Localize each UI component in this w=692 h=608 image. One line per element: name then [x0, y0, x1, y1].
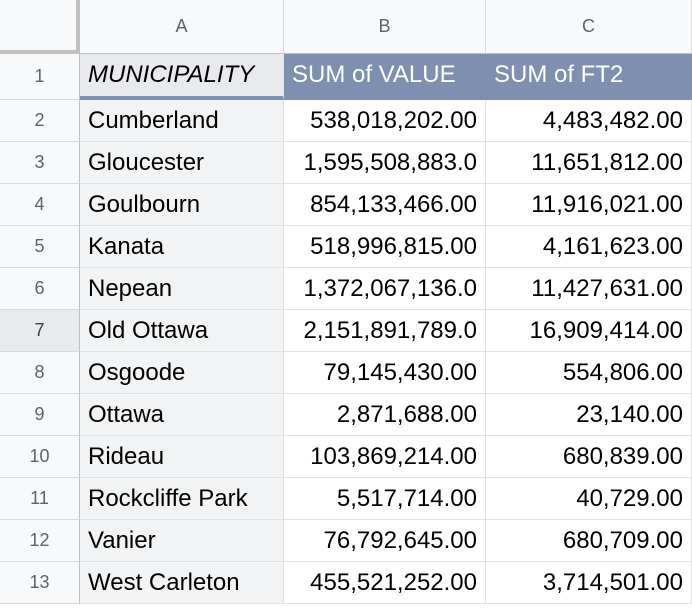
column-header-a[interactable]: A — [80, 0, 284, 54]
row-header[interactable]: 9 — [0, 394, 80, 436]
cell-sum-value[interactable]: 518,996,815.00 — [284, 226, 486, 268]
cell-sum-ft2[interactable]: 23,140.00 — [486, 394, 692, 436]
cell-sum-value[interactable]: 5,517,714.00 — [284, 478, 486, 520]
row-header[interactable]: 5 — [0, 226, 80, 268]
row-header[interactable]: 4 — [0, 184, 80, 226]
cell-sum-value[interactable]: 76,792,645.00 — [284, 520, 486, 562]
row-header-1[interactable]: 1 — [0, 54, 80, 100]
cell-municipality[interactable]: Cumberland — [80, 100, 284, 142]
row-header[interactable]: 8 — [0, 352, 80, 394]
cell-municipality[interactable]: Ottawa — [80, 394, 284, 436]
column-header-c[interactable]: C — [486, 0, 692, 54]
cell-sum-value[interactable]: 2,871,688.00 — [284, 394, 486, 436]
cell-municipality[interactable]: Osgoode — [80, 352, 284, 394]
cell-sum-ft2[interactable]: 11,427,631.00 — [486, 268, 692, 310]
row-header[interactable]: 11 — [0, 478, 80, 520]
row-header[interactable]: 7 — [0, 310, 80, 352]
cell-sum-ft2[interactable]: 680,709.00 — [486, 520, 692, 562]
cell-municipality[interactable]: Kanata — [80, 226, 284, 268]
cell-sum-value[interactable]: 854,133,466.00 — [284, 184, 486, 226]
cell-municipality[interactable]: Vanier — [80, 520, 284, 562]
cell-municipality[interactable]: West Carleton — [80, 562, 284, 604]
cell-sum-ft2[interactable]: 11,916,021.00 — [486, 184, 692, 226]
cell-sum-ft2[interactable]: 4,483,482.00 — [486, 100, 692, 142]
row-header[interactable]: 10 — [0, 436, 80, 478]
select-all-corner[interactable] — [0, 0, 80, 54]
cell-municipality[interactable]: Rideau — [80, 436, 284, 478]
cell-sum-ft2[interactable]: 3,714,501.00 — [486, 562, 692, 604]
header-cell-sum-value[interactable]: SUM of VALUE — [284, 54, 486, 100]
row-header[interactable]: 6 — [0, 268, 80, 310]
cell-sum-value[interactable]: 455,521,252.00 — [284, 562, 486, 604]
cell-sum-value[interactable]: 1,595,508,883.0 — [284, 142, 486, 184]
cell-municipality[interactable]: Gloucester — [80, 142, 284, 184]
cell-sum-ft2[interactable]: 680,839.00 — [486, 436, 692, 478]
column-header-b[interactable]: B — [284, 0, 486, 54]
cell-municipality[interactable]: Nepean — [80, 268, 284, 310]
header-cell-sum-ft2[interactable]: SUM of FT2 — [486, 54, 692, 100]
cell-sum-value[interactable]: 79,145,430.00 — [284, 352, 486, 394]
row-header[interactable]: 2 — [0, 100, 80, 142]
cell-municipality[interactable]: Goulbourn — [80, 184, 284, 226]
row-header[interactable]: 12 — [0, 520, 80, 562]
row-header[interactable]: 3 — [0, 142, 80, 184]
cell-sum-ft2[interactable]: 4,161,623.00 — [486, 226, 692, 268]
cell-sum-ft2[interactable]: 40,729.00 — [486, 478, 692, 520]
cell-municipality[interactable]: Rockcliffe Park — [80, 478, 284, 520]
cell-municipality[interactable]: Old Ottawa — [80, 310, 284, 352]
cell-sum-value[interactable]: 538,018,202.00 — [284, 100, 486, 142]
cell-sum-ft2[interactable]: 16,909,414.00 — [486, 310, 692, 352]
cell-sum-value[interactable]: 1,372,067,136.0 — [284, 268, 486, 310]
cell-sum-ft2[interactable]: 11,651,812.00 — [486, 142, 692, 184]
cell-sum-ft2[interactable]: 554,806.00 — [486, 352, 692, 394]
row-header[interactable]: 13 — [0, 562, 80, 604]
cell-sum-value[interactable]: 103,869,214.00 — [284, 436, 486, 478]
header-cell-municipality[interactable]: MUNICIPALITY — [80, 54, 284, 100]
cell-sum-value[interactable]: 2,151,891,789.0 — [284, 310, 486, 352]
